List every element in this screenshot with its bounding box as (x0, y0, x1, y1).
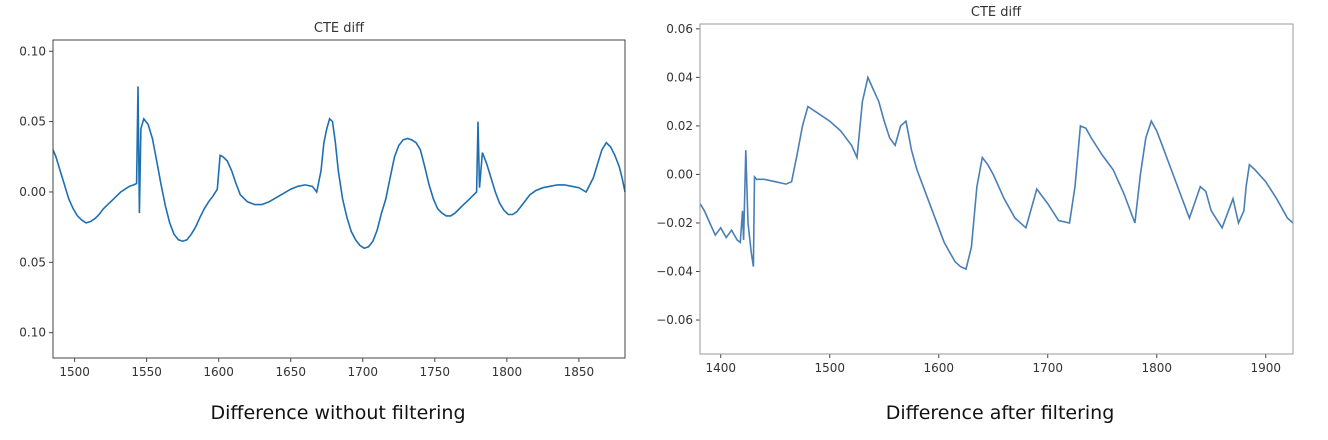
left-chart-ticks: 1500 1550 1600 1650 1700 1750 1800 1850 0.10 0.05… (19, 44, 594, 379)
right-chart-ticks: 1400 1500 1600 1700 1800 1900 0.06 0.04 0.02 0.00… (656, 22, 1281, 375)
right-chart-ytick-label: −0.06 (656, 313, 693, 327)
right-chart-frame (699, 23, 1294, 355)
left-chart-ytick-label: 0.10 (19, 326, 46, 340)
left-chart-ytick-label: 0.00 (19, 185, 46, 199)
right-chart-xtick-label: 1800 (1141, 361, 1172, 375)
left-chart-xtick-label: 1700 (347, 365, 378, 379)
right-chart-ytick-label: 0.02 (666, 119, 693, 133)
right-chart-xtick-label: 1600 (923, 361, 954, 375)
right-chart-caption: Difference after filtering (886, 402, 1115, 424)
right-chart-xtick-label: 1500 (814, 361, 845, 375)
right-chart: CTE diff 1400 1500 1600 1700 1800 1900 0.06 0.0… (656, 5, 1294, 424)
left-chart-xtick-label: 1550 (131, 365, 162, 379)
left-chart-ytick-label: 0.05 (19, 115, 46, 129)
left-chart-xtick-label: 1750 (420, 365, 451, 379)
right-chart-ytick-label: −0.04 (656, 265, 693, 279)
left-chart-xtick-label: 1650 (275, 365, 306, 379)
left-chart-xtick-label: 1600 (203, 365, 234, 379)
left-chart: CTE diff 1500 1550 1600 1650 1700 1750 1800 185… (19, 21, 626, 424)
right-chart-xtick-label: 1700 (1032, 361, 1063, 375)
left-chart-frame (52, 39, 626, 359)
left-chart-series-line (52, 86, 626, 250)
left-chart-xtick-label: 1850 (564, 365, 595, 379)
right-chart-xtick-label: 1400 (705, 361, 736, 375)
right-chart-ytick-label: 0.04 (666, 70, 693, 84)
left-chart-title: CTE diff (314, 21, 365, 36)
right-chart-series-line (699, 74, 1294, 271)
left-chart-xtick-label: 1500 (59, 365, 90, 379)
right-chart-xtick-label: 1900 (1250, 361, 1281, 375)
left-chart-ytick-label: 0.10 (19, 44, 46, 58)
right-chart-title: CTE diff (971, 5, 1022, 20)
left-chart-xtick-label: 1800 (492, 365, 523, 379)
left-chart-ytick-label: 0.05 (19, 255, 46, 269)
left-chart-caption: Difference without filtering (210, 402, 465, 424)
right-chart-ytick-label: 0.06 (666, 22, 693, 36)
right-chart-ytick-label: −0.02 (656, 216, 693, 230)
right-chart-ytick-label: 0.00 (666, 167, 693, 181)
